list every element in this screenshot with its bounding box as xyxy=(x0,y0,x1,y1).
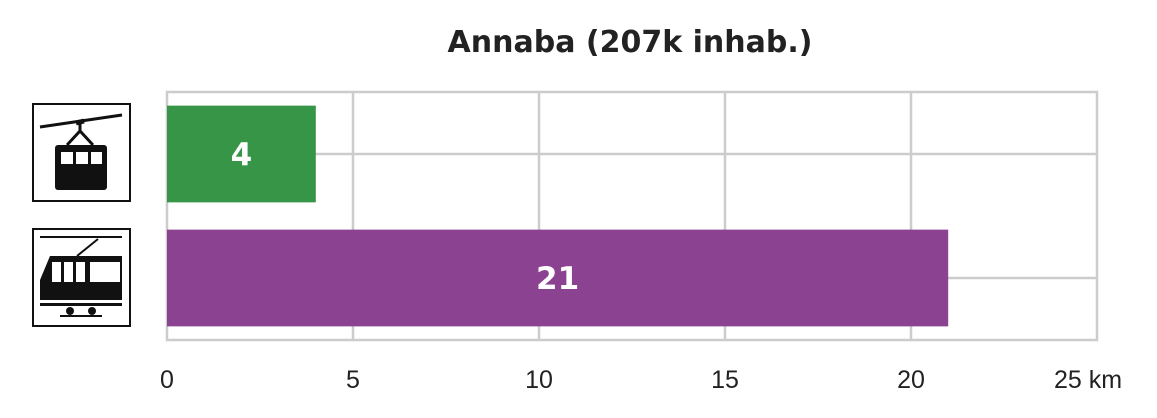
bar-value-label: 21 xyxy=(536,261,579,297)
bars xyxy=(167,105,949,327)
x-tick-label: 0 xyxy=(160,366,174,394)
tram-icon xyxy=(32,228,131,327)
bar-tram xyxy=(167,229,949,327)
chart-title: Annaba (207k inhab.) xyxy=(448,25,813,60)
aerial-tramway-icon xyxy=(32,103,131,202)
bar-value-label: 4 xyxy=(231,137,253,173)
x-tick-label: 5 xyxy=(346,366,360,394)
x-tick-label: 10 xyxy=(525,366,553,394)
x-tick-label: 25 km xyxy=(1054,366,1122,394)
x-tick-label: 15 xyxy=(711,366,739,394)
value-labels: 4 21 xyxy=(231,137,580,297)
x-tick-label: 20 xyxy=(897,366,925,394)
bar-cable-car xyxy=(167,105,316,203)
x-axis-ticks: 0 5 10 15 20 25 km xyxy=(160,366,1122,394)
